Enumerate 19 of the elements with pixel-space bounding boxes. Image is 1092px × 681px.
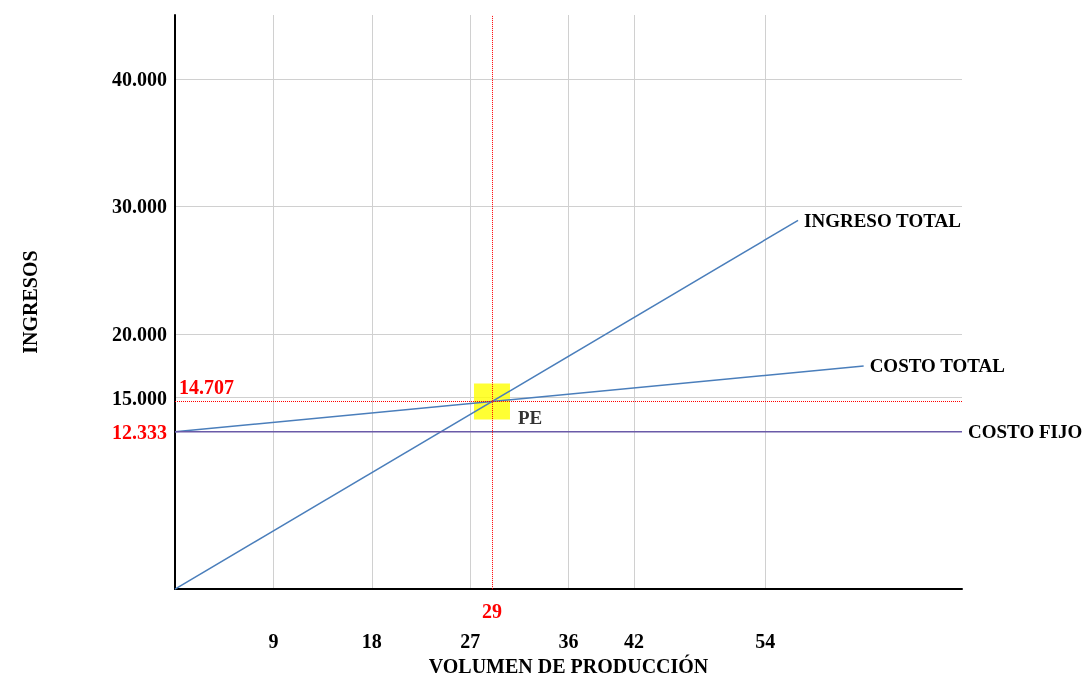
ref-line-label: 29	[481, 600, 502, 623]
x-tick-label: 9	[268, 630, 279, 653]
y-tick-label: 30.000	[112, 195, 167, 218]
x-tick-label: 18	[361, 630, 382, 653]
y-axis-title: INGRESOS	[19, 250, 41, 354]
x-tick-label: 27	[460, 630, 481, 653]
x-tick-label: 36	[558, 630, 579, 653]
x-axis-title: VOLUMEN DE PRODUCCIÓN	[428, 654, 709, 677]
y-tick-label: 40.000	[112, 67, 167, 90]
series-label: INGRESO TOTAL	[804, 209, 961, 231]
y-tick-label: 15.000	[112, 386, 167, 409]
series-label: COSTO FIJO	[968, 421, 1083, 443]
series-label: PE	[517, 406, 543, 428]
ref-line-label: 14.707	[179, 376, 234, 399]
data-label: 12.333	[112, 420, 167, 443]
series-label: COSTO TOTAL	[869, 355, 1005, 377]
x-tick-label: 54	[755, 630, 776, 653]
x-tick-label: 42	[624, 630, 645, 653]
y-tick-label: 20.000	[112, 322, 167, 345]
